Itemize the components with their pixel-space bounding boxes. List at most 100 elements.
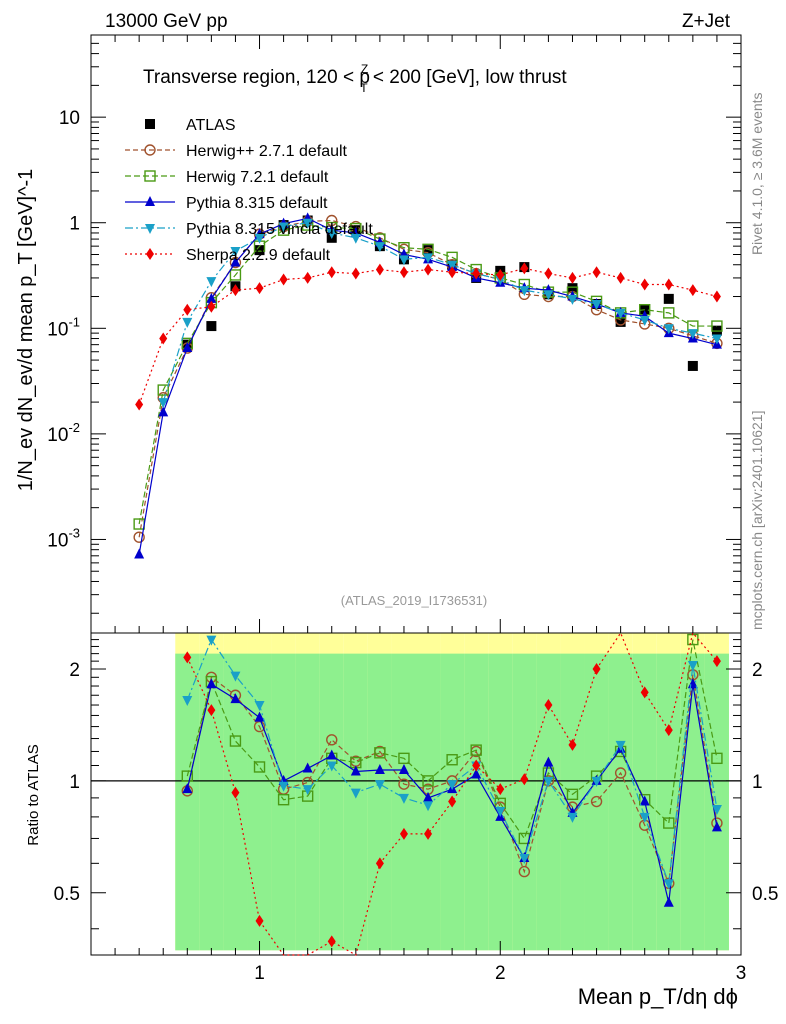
point-pythia — [182, 342, 193, 353]
x-tick-label: 2 — [495, 963, 506, 984]
ratio-point-pythia — [471, 768, 482, 779]
ratio-point-sherpa — [424, 827, 433, 840]
y-tick-label-ratio: 1 — [69, 772, 80, 793]
energy-label: 13000 GeV pp — [105, 11, 228, 32]
ratio-point-vincia — [278, 781, 289, 792]
point-vincia — [447, 260, 458, 271]
series-line-sherpa — [138, 267, 718, 405]
y-tick-label-main: 1 — [69, 214, 80, 235]
ratio-point-sherpa — [640, 686, 649, 699]
point-atlas — [687, 360, 698, 371]
legend-marker-herwig7 — [144, 170, 156, 182]
ratio-point-herwig7 — [374, 747, 386, 759]
point-atlas — [254, 245, 265, 256]
ratio-point-vincia — [182, 696, 193, 707]
ratio-point-vincia — [687, 661, 698, 672]
ratio-point-sherpa — [255, 914, 264, 927]
ratio-point-herwig7 — [277, 793, 290, 806]
ratio-point-pythia — [663, 896, 674, 907]
point-vincia — [278, 222, 289, 233]
ratio-point-sherpa — [472, 759, 481, 772]
band-inner-bin — [295, 653, 320, 951]
ratio-point-vincia — [639, 812, 650, 823]
y-axis-label-ratio: Ratio to ATLAS — [25, 744, 42, 845]
x-tick-label: 1 — [254, 963, 265, 984]
ratio-point-pythia — [206, 678, 217, 689]
ratio-point-herwigpp — [326, 734, 338, 746]
axis-ticks: 1 2 3 10-3 10-2 10-1 1 10 0.5 0.5 1 1 2 2 — [47, 34, 778, 984]
legend-label-pythia: Pythia 8.315 default — [186, 195, 328, 212]
point-sherpa — [712, 290, 721, 303]
ratio-point-vincia — [326, 761, 337, 772]
ratio-plot-frame — [90, 632, 742, 956]
y-tick-label-main: 10-3 — [47, 525, 80, 551]
legend-label-sherpa: Sherpa 2.2.9 default — [186, 247, 331, 264]
ratio-point-sherpa — [327, 935, 336, 948]
point-sherpa — [135, 398, 144, 411]
ratio-point-sherpa — [496, 783, 505, 796]
band-inner-bin — [464, 653, 489, 951]
point-vincia — [254, 233, 265, 244]
ratio-point-vincia — [230, 671, 241, 682]
point-sherpa — [183, 303, 192, 316]
y-tick-label-ratio-right: 2 — [752, 660, 763, 681]
ratio-point-pythia — [374, 763, 385, 774]
point-herwig7 — [229, 269, 242, 281]
x-axis-label: Mean p_T/dη dϕ — [578, 984, 738, 1009]
region-title: Transverse region, 120 < pZ T < 200 [GeV]… — [143, 62, 567, 95]
legend-label-herwig7: Herwig 7.2.1 default — [186, 169, 329, 186]
point-atlas — [663, 293, 674, 304]
ratio-point-vincia — [254, 701, 265, 712]
point-sherpa — [327, 266, 336, 279]
legend-marker-pythia — [145, 196, 155, 206]
ratio-point-vincia — [302, 785, 313, 796]
legend-label-atlas: ATLAS — [186, 117, 236, 134]
y-tick-label-main: 10-1 — [47, 314, 80, 340]
legend-marker-atlas — [145, 119, 155, 129]
ratio-point-sherpa — [712, 655, 721, 668]
point-vincia — [350, 233, 361, 244]
point-pythia — [158, 406, 169, 417]
point-sherpa — [279, 273, 288, 286]
site-label: mcplots.cern.ch [arXiv:2401.10621] — [749, 411, 765, 630]
point-sherpa — [664, 278, 673, 291]
point-sherpa — [351, 267, 360, 280]
point-sherpa — [688, 284, 697, 297]
ratio-point-pythia — [543, 756, 554, 767]
point-herwig7 — [157, 384, 169, 396]
band-inner-bin — [367, 653, 392, 951]
series-line-herwigpp — [138, 219, 718, 538]
point-vincia — [519, 286, 530, 297]
axes-frame — [90, 34, 742, 956]
point-vincia — [182, 317, 193, 328]
ratio-point-vincia — [447, 780, 458, 791]
point-vincia — [326, 228, 337, 239]
legend-marker-sherpa — [146, 248, 154, 260]
band-inner-bin — [319, 653, 344, 951]
ratio-point-pythia — [182, 783, 193, 794]
point-vincia — [302, 218, 313, 229]
band-inner-bin — [536, 653, 561, 951]
point-herwig7 — [711, 320, 723, 332]
point-sherpa — [231, 284, 240, 297]
point-vincia — [711, 334, 722, 345]
ratio-point-herwigpp — [590, 795, 603, 808]
point-vincia — [206, 277, 217, 288]
point-atlas — [206, 321, 217, 332]
ratio-point-vincia — [615, 740, 626, 751]
ratio-point-herwigpp — [614, 767, 627, 779]
ratio-point-herwig7 — [663, 817, 675, 829]
point-vincia — [374, 242, 385, 253]
ratio-point-vincia — [398, 793, 409, 804]
point-atlas — [567, 283, 578, 294]
region-title-sup: Z — [361, 62, 368, 76]
ratio-point-pythia — [398, 763, 409, 774]
ratio-point-vincia — [423, 801, 434, 812]
legend: ATLAS Herwig++ 2.7.1 default Herwig 7.2.1 … — [125, 117, 373, 264]
point-vincia — [591, 299, 602, 310]
ratio-point-sherpa — [592, 663, 601, 676]
ratio-point-vincia — [519, 854, 530, 865]
x-tick-label: 3 — [736, 963, 747, 984]
point-vincia — [567, 294, 578, 305]
